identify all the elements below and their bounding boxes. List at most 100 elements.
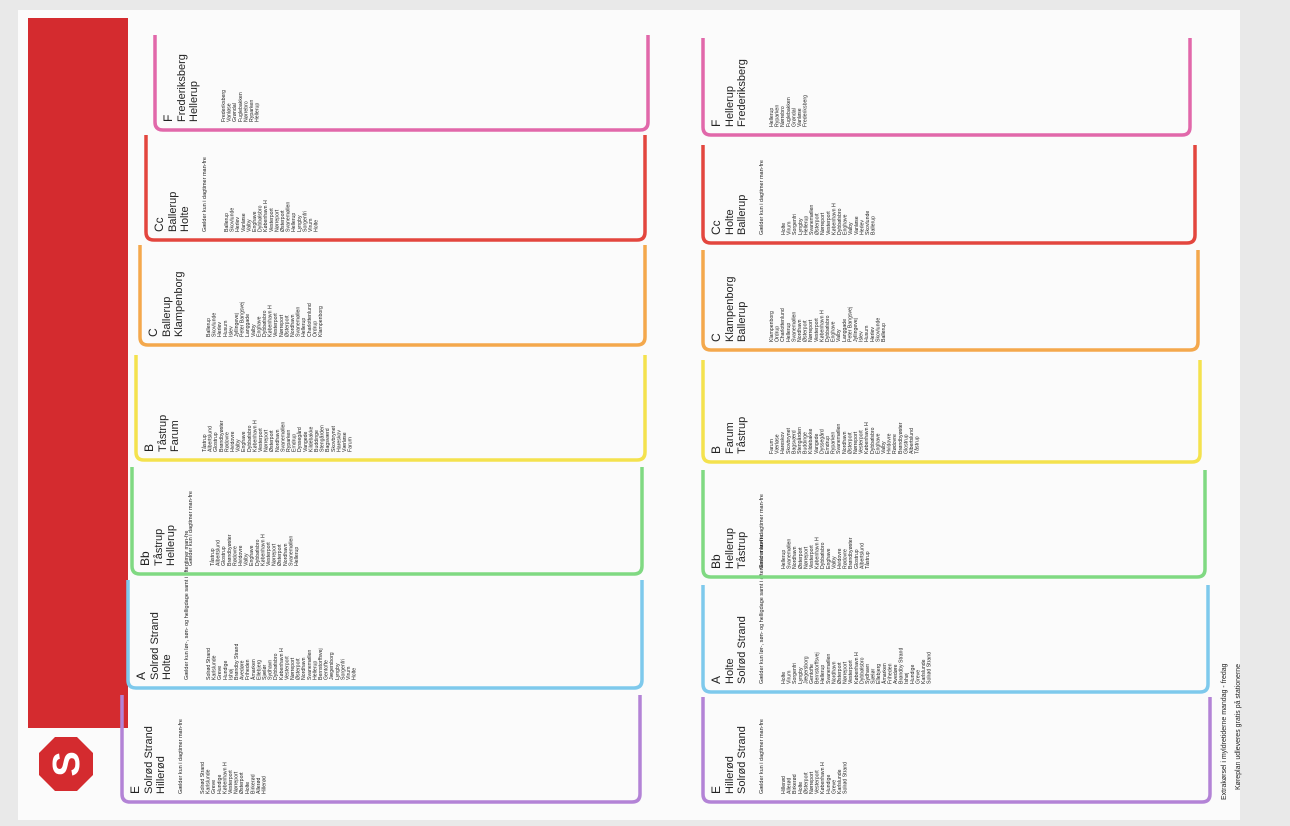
s-logo: S <box>39 737 93 791</box>
station-name: Virum <box>308 219 314 232</box>
station-name: Islev <box>228 326 234 337</box>
route-name: Solrød Strand <box>736 616 748 684</box>
line-letter: B <box>709 446 723 454</box>
station-name: Åmarken <box>881 663 888 684</box>
station-name: Valby <box>236 439 242 452</box>
station-name: Greve <box>915 670 921 684</box>
station-name: Hellerup <box>301 318 307 337</box>
station-name: Hundige <box>826 775 832 794</box>
station-name: Solrød Strand <box>927 652 933 684</box>
station-name: Hvidovre <box>238 545 244 566</box>
line-letter: A <box>134 672 148 680</box>
station-name: Albertslund <box>909 428 915 454</box>
station-name: Buddinge <box>314 430 320 452</box>
timetable-panel: Cc Ballerup Holte Gælder kun i dagtimer man… <box>144 135 647 242</box>
station-name: Hvidovre <box>837 548 843 569</box>
station-name: Greve <box>211 780 217 794</box>
station-name: Solrød Strand <box>206 648 212 680</box>
station-name: Enghave <box>843 214 849 235</box>
station-name: Nørreport <box>820 212 826 235</box>
panel-bracket <box>120 695 642 804</box>
route-name: Farum <box>169 420 181 452</box>
station-name: Lyngby <box>335 663 341 680</box>
route-name: Tåstrup <box>736 417 748 454</box>
station-name: Vesterport <box>814 318 820 342</box>
line-letter: E <box>709 786 723 794</box>
station-name: Stengården <box>796 427 803 454</box>
station-name: Virum <box>346 667 352 680</box>
station-name: Lyngby <box>798 667 804 684</box>
station-name: Glostrup <box>221 546 227 566</box>
station-name: Frederiksberg <box>803 95 809 127</box>
validity-note: Gælder kun i dagtimer man-fre <box>759 494 765 569</box>
station-name: Ishøj <box>904 673 910 684</box>
station-name: Bagsværd <box>325 428 331 452</box>
station-name: Virum <box>787 222 793 235</box>
station-name: Farum <box>769 439 775 454</box>
station-name: Valby <box>244 553 250 566</box>
station-name: Jægersborg <box>329 652 335 680</box>
station-name: Vesterport <box>815 770 821 794</box>
station-name: Charlottenlund <box>307 303 313 337</box>
line-letter: A <box>709 676 723 684</box>
station-name: København H <box>268 305 274 337</box>
station-name: Sorgenfri <box>792 214 798 235</box>
timetable-panel: C Klampenborg Ballerup Klampenborg Ordrup Cha… <box>701 250 1200 352</box>
timetable-panel: A Holte Solrød Strand Gælder kun lør-, søn-… <box>701 535 1210 694</box>
station-name: Sorgenfri <box>340 659 346 680</box>
station-name: København H <box>222 762 228 794</box>
station-name: Dyssegård <box>296 427 303 452</box>
station-name: Herlev <box>859 220 865 235</box>
station-name: Østerport <box>803 772 809 794</box>
station-name: Skovlunde <box>212 313 218 337</box>
station-name: Nørreport <box>264 429 270 452</box>
station-name: Dybbølsbro <box>258 205 264 232</box>
route-name: Hellerup <box>188 81 200 122</box>
station-name: Holte <box>798 782 804 794</box>
station-name: Valby <box>836 329 842 342</box>
station-name: Hellerup <box>312 661 318 680</box>
station-name: Brøndbyøster <box>219 420 225 452</box>
validity-note: Gælder kun i dagtimer man-fre <box>202 157 208 232</box>
station-name: Frederiksberg <box>221 90 227 122</box>
station-name: Østerport <box>284 315 290 337</box>
station-name: Jyllingevej <box>234 313 240 337</box>
station-name: Dybbølsbro <box>825 315 831 342</box>
station-name: Emdrup <box>825 436 831 454</box>
station-name: Valby <box>831 556 837 569</box>
route-name: Hellerup <box>724 528 736 569</box>
panel-bracket <box>701 697 1212 804</box>
timetable-panel: A Solrød Strand Holte Gælder kun lør-, søn-… <box>126 531 644 690</box>
timetable-panel: C Ballerup Klampenborg Ballerup Skovlunde Her… <box>138 245 647 347</box>
station-name: Tåstrup <box>209 548 216 566</box>
station-name: Nørreport <box>272 543 278 566</box>
panels: E Solrød Strand Hillerød Gælder kun i dagti… <box>120 35 1212 804</box>
station-name: Sjælør <box>262 664 268 680</box>
station-name: Hellerup <box>820 665 826 684</box>
station-name: Enghave <box>826 548 832 569</box>
station-name: Enghave <box>875 433 881 454</box>
station-name: Lyngby <box>297 215 303 232</box>
line-letter: C <box>709 333 723 342</box>
route-name: Hillerød <box>155 756 167 794</box>
station-name: Rødovre <box>224 432 230 452</box>
station-name: København H <box>864 422 870 454</box>
station-name: Birkerød <box>250 774 256 794</box>
station-name: Avedøre <box>240 660 246 680</box>
station-name: Vesterport <box>809 545 815 569</box>
station-name: Enghave <box>831 321 837 342</box>
station-name: Tåstrup <box>914 436 921 454</box>
station-name: Rødovre <box>843 549 849 569</box>
station-name: Svanemøllen <box>288 536 294 566</box>
station-name: Nørreport <box>290 657 296 680</box>
station-name: Langgade <box>245 314 251 337</box>
station-name: Vesterport <box>826 211 832 235</box>
station-name: Nørreport <box>234 771 240 794</box>
station-name: Hellerup <box>291 213 297 232</box>
station-name: Nørreport <box>853 431 859 454</box>
station-name: Glostrup <box>213 432 219 452</box>
footer-line: Extrakørsel i myldretiderne mandag - fre… <box>1221 663 1228 800</box>
panel-bracket <box>701 145 1197 245</box>
